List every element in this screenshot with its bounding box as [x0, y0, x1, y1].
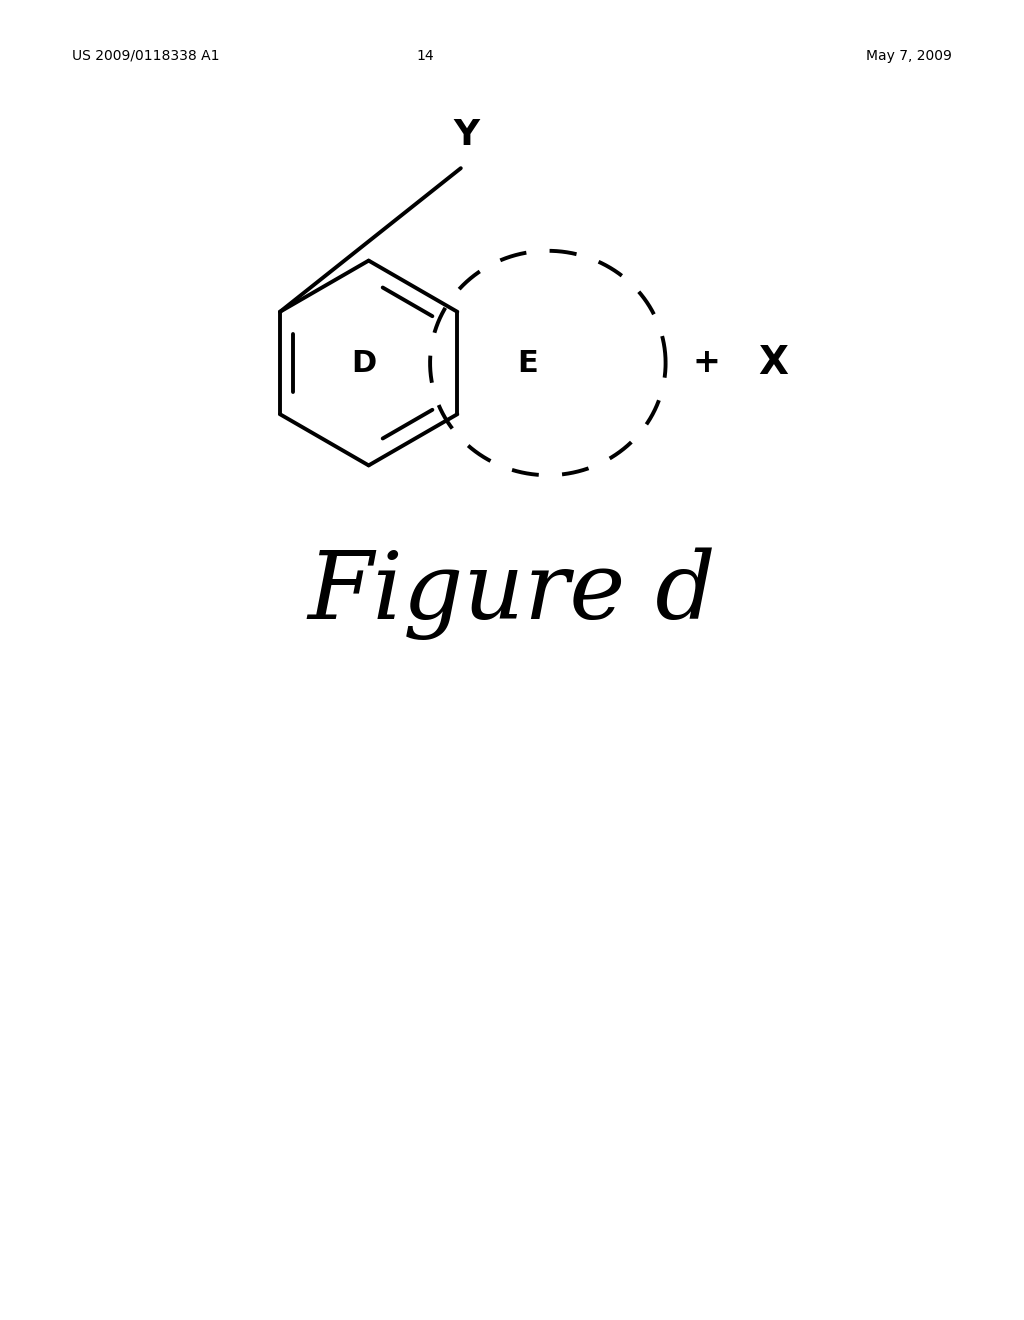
Text: D: D: [351, 348, 376, 378]
Text: X: X: [758, 345, 788, 381]
Text: E: E: [517, 348, 538, 378]
Text: Y: Y: [453, 119, 479, 152]
Text: 14: 14: [416, 49, 434, 63]
Text: May 7, 2009: May 7, 2009: [866, 49, 952, 63]
Text: Figure d: Figure d: [307, 548, 717, 640]
Text: +: +: [692, 346, 721, 380]
Text: US 2009/0118338 A1: US 2009/0118338 A1: [72, 49, 219, 63]
